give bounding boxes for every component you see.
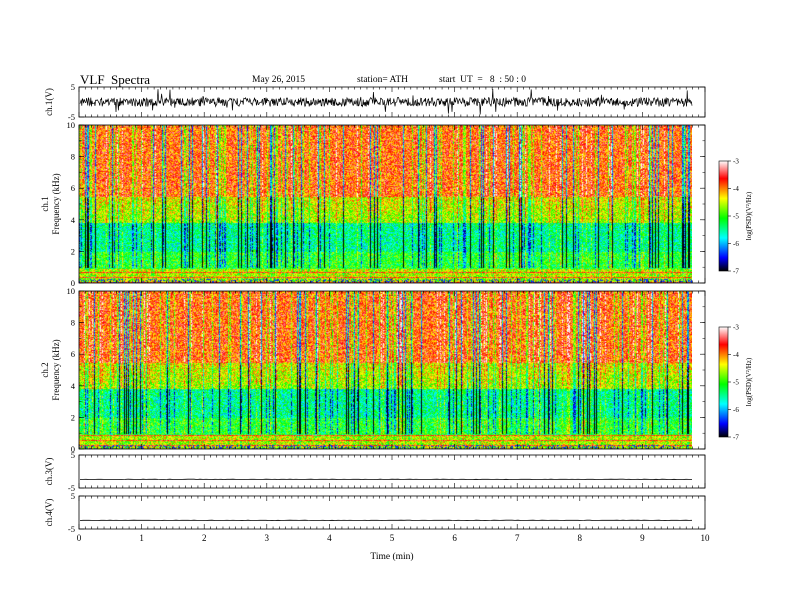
- y-axis-label-1-b: Frequency (kHz): [51, 173, 61, 234]
- y-tick-label-4: 4: [71, 381, 76, 391]
- x-axis-label: Time (min): [370, 551, 413, 562]
- y-tick-label-8: 8: [71, 152, 75, 162]
- y-axis-label-4: ch.4(V): [44, 499, 54, 527]
- y-tick-label-10: 10: [67, 286, 76, 296]
- y-tick-label-6: 6: [71, 349, 75, 359]
- y-axis-label-3: ch.3(V): [44, 458, 54, 486]
- x-tick-label-0: 0: [77, 533, 82, 543]
- colorbar-2: [718, 326, 729, 438]
- y-tick-label-6: 6: [71, 183, 75, 193]
- x-tick-label-6: 6: [452, 533, 457, 543]
- spectrogram-image-ch1: [79, 125, 692, 283]
- colorbar-tick-label--3: -3: [733, 158, 739, 166]
- y-axis-label-2-b: Frequency (kHz): [51, 339, 61, 400]
- x-tick-label-4: 4: [327, 533, 332, 543]
- start-time-label: start UT = 8 : 50 : 0: [439, 75, 526, 85]
- y-tick-label-10: 10: [67, 120, 76, 130]
- y-axis-label-1: ch.1: [40, 196, 50, 211]
- colorbar-tick-label--5: -5: [733, 379, 739, 387]
- y-tick-label-8: 8: [71, 318, 75, 328]
- colorbar-tick-label--7: -7: [733, 434, 739, 442]
- colorbar-tick-label--4: -4: [733, 351, 739, 359]
- spectrogram-image-ch2: [79, 291, 692, 449]
- colorbar-tick-label--6: -6: [733, 406, 739, 414]
- date-label: May 26, 2015: [252, 75, 306, 85]
- colorbar-tick-label--5: -5: [733, 213, 739, 221]
- y-axis-label-2: ch.2: [40, 362, 50, 377]
- no-data-area: [692, 125, 705, 283]
- colorbar-tick-label--6: -6: [733, 240, 739, 248]
- y-tick-label--5: -5: [68, 524, 75, 534]
- y-tick-label--5: -5: [68, 112, 75, 122]
- x-tick-label-3: 3: [265, 533, 270, 543]
- y-tick-label-4: 4: [71, 215, 76, 225]
- colorbar-tick-label--4: -4: [733, 185, 739, 193]
- x-tick-label-9: 9: [640, 533, 645, 543]
- y-tick-label-0: 0: [71, 444, 75, 454]
- y-tick-label-5: 5: [71, 450, 75, 460]
- colorbar-tick-label--7: -7: [733, 268, 739, 276]
- y-tick-label-0: 0: [71, 278, 75, 288]
- x-tick-label-2: 2: [202, 533, 207, 543]
- x-tick-label-10: 10: [701, 533, 711, 543]
- y-tick-label-2: 2: [71, 246, 75, 256]
- y-axis-label-0: ch.1(V): [44, 88, 54, 116]
- y-tick-label-5: 5: [71, 82, 75, 92]
- colorbar-1: [718, 160, 729, 272]
- figure-title: VLF Spectra: [80, 72, 151, 87]
- x-tick-label-7: 7: [515, 533, 520, 543]
- waveform-trace-0: [79, 88, 693, 115]
- colorbar-tick-label--3: -3: [733, 324, 739, 332]
- colorbar-label-1: log(PSD)(V²/Hz): [745, 191, 753, 240]
- y-tick-label-5: 5: [71, 491, 75, 501]
- x-tick-label-1: 1: [139, 533, 144, 543]
- colorbar-label-2: log(PSD)(V²/Hz): [745, 357, 753, 406]
- station-label: station= ATH: [357, 75, 409, 85]
- x-tick-label-5: 5: [390, 533, 395, 543]
- y-tick-label--5: -5: [68, 483, 75, 493]
- y-tick-label-2: 2: [71, 412, 75, 422]
- x-tick-label-8: 8: [578, 533, 583, 543]
- no-data-area: [692, 291, 705, 449]
